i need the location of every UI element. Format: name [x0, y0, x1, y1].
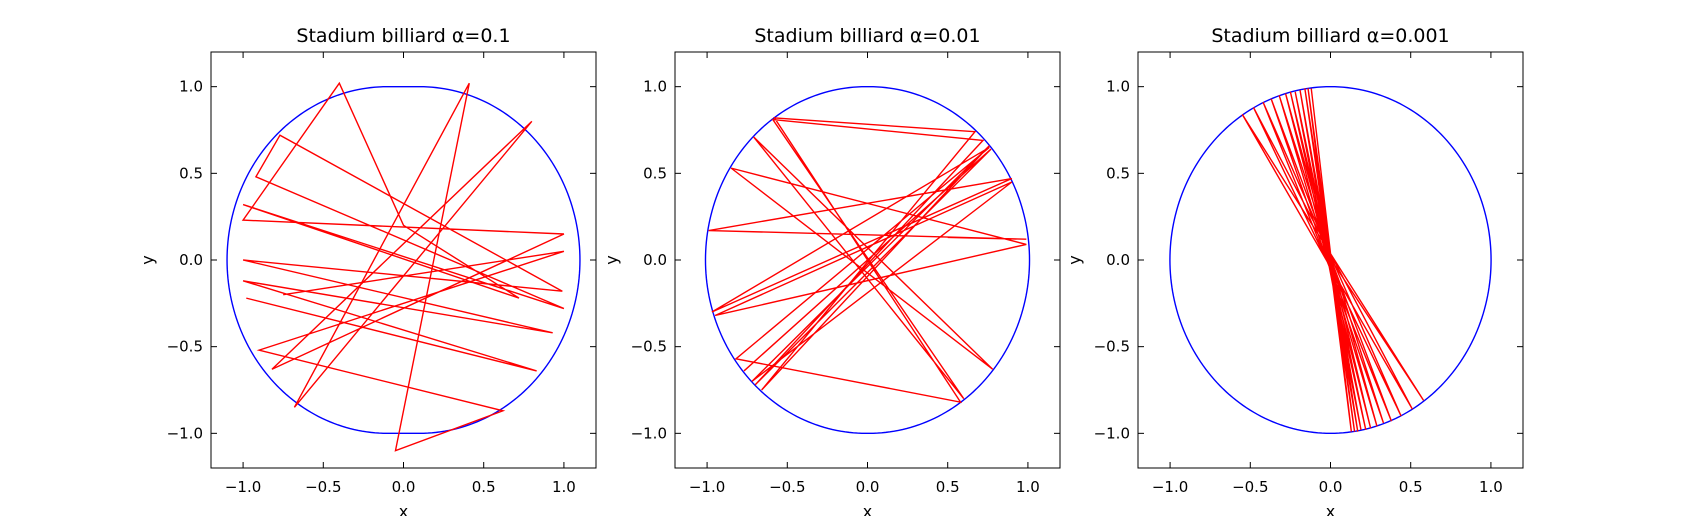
chart-title: Stadium billiard α=0.1 [296, 25, 510, 47]
y-tick-label: −0.5 [631, 338, 667, 356]
trajectory-line [708, 117, 1027, 404]
x-axis-label: x [1326, 502, 1335, 516]
subplot-2: −1.0 −0.5 0.0 0.5 1.0 −1.0 −0.5 0.0 0.5 1.0 Stadiu… [602, 25, 1061, 516]
x-tick-label: 1.0 [552, 478, 576, 496]
x-tick-label: 0.0 [1319, 478, 1343, 496]
y-tick-label: 0.0 [643, 251, 667, 269]
y-tick-label: 0.5 [1106, 164, 1130, 182]
x-tick-label: −0.5 [1232, 478, 1268, 496]
x-tick-label: −1.0 [689, 478, 725, 496]
x-tick-label: 0.5 [472, 478, 496, 496]
x-tick-label: −1.0 [1152, 478, 1188, 496]
y-tick-label: −1.0 [167, 424, 203, 442]
x-axis-label: x [399, 502, 408, 516]
y-axis-label: y [1065, 255, 1084, 264]
subplot-3: −1.0 −0.5 0.0 0.5 1.0 −1.0 −0.5 0.0 0.5 1.0 Stadiu… [1065, 25, 1524, 516]
x-tick-label: −0.5 [305, 478, 341, 496]
y-tick-label: 1.0 [1106, 78, 1130, 96]
x-tick-label: 1.0 [1016, 478, 1040, 496]
x-axis-label: x [863, 502, 872, 516]
y-tick-label: 1.0 [179, 78, 203, 96]
chart-title: Stadium billiard α=0.001 [1211, 25, 1449, 47]
y-tick-label: −0.5 [167, 338, 203, 356]
y-tick-label: −1.0 [631, 424, 667, 442]
subplot-1: −1.0 −0.5 0.0 0.5 1.0 −1.0 −0.5 0.0 0.5 1.0 Stadiu… [138, 25, 597, 516]
boundary-curve [226, 85, 581, 435]
x-tick-label: 0.5 [936, 478, 960, 496]
trajectory-line [1241, 88, 1425, 432]
x-tick-label: 0.0 [856, 478, 880, 496]
y-axis-label: y [602, 255, 621, 264]
boundary-curve [704, 85, 1031, 435]
x-tick-label: −0.5 [769, 478, 805, 496]
chart-title: Stadium billiard α=0.01 [754, 25, 980, 47]
y-tick-label: 0.0 [179, 251, 203, 269]
y-tick-label: −0.5 [1094, 338, 1130, 356]
trajectory-line [241, 81, 565, 452]
y-tick-label: 0.0 [1106, 251, 1130, 269]
y-tick-label: 1.0 [643, 78, 667, 96]
boundary-curve [1169, 85, 1492, 435]
y-tick-label: −1.0 [1094, 424, 1130, 442]
x-tick-label: 1.0 [1479, 478, 1503, 496]
y-axis-label: y [138, 255, 157, 264]
y-tick-label: 0.5 [643, 164, 667, 182]
x-tick-label: −1.0 [225, 478, 261, 496]
y-tick-label: 0.5 [179, 164, 203, 182]
x-tick-label: 0.0 [392, 478, 416, 496]
x-tick-label: 0.5 [1399, 478, 1423, 496]
